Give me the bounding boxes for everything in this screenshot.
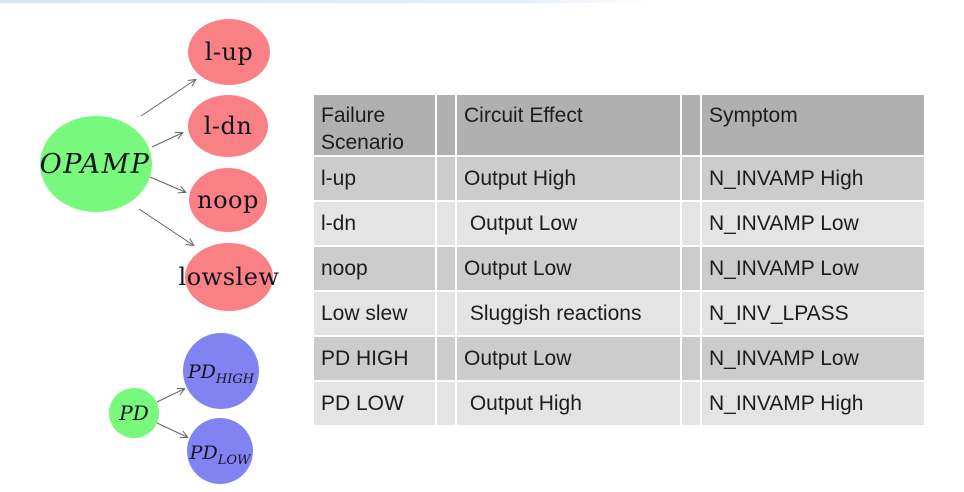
failure-mode-table: Failure Scenario Circuit Effect Symptom … [314,95,924,425]
pdhigh-node [183,333,259,409]
pdlow-label: PDLOW [189,442,252,468]
fault-tree-diagram: OPAMP l-up l-dn noop lowslew PD PDHIGH P… [40,19,280,484]
edge-pd-pdhigh [156,389,184,403]
spacer-cell [437,202,455,245]
spacer-cell [682,337,700,380]
spacer-cell [437,292,455,335]
pdlow-label-main: PD [189,442,218,464]
header-symptom: Symptom [702,95,924,155]
opamp-node [40,116,152,212]
header-spacer-1 [437,95,455,155]
pdhigh-label-main: PD [187,361,216,383]
cell-scenario: noop [314,247,435,290]
cell-effect: Output High [457,382,680,425]
cell-effect: Sluggish reactions [457,292,680,335]
spacer-cell [682,157,700,200]
pdhigh-label: PDHIGH [187,361,255,387]
edge-opamp-lowslew [138,208,193,245]
cell-symptom: N_INVAMP High [702,157,924,200]
spacer-cell [437,337,455,380]
cell-scenario: l-up [314,157,435,200]
cell-scenario: l-dn [314,202,435,245]
spacer-cell [437,157,455,200]
spacer-cell [437,382,455,425]
cell-effect: Output Low [457,202,680,245]
diagram-nodes [40,19,273,484]
ldn-label: l-dn [204,112,253,140]
cell-symptom: N_INVAMP Low [702,202,924,245]
cell-symptom: N_INVAMP Low [702,337,924,380]
edge-opamp-noop [149,176,185,192]
noop-label: noop [197,186,259,214]
cell-symptom: N_INV_LPASS [702,292,924,335]
header-spacer-2 [682,95,700,155]
edge-opamp-lup [140,80,195,117]
cell-symptom: N_INVAMP Low [702,247,924,290]
pd-label: PD [118,401,149,425]
cell-effect: Output Low [457,337,680,380]
spacer-cell [437,247,455,290]
spacer-cell [682,247,700,290]
cell-scenario: Low slew [314,292,435,335]
cell-effect: Output Low [457,247,680,290]
spacer-cell [682,202,700,245]
opamp-label: OPAMP [40,149,151,180]
cell-symptom: N_INVAMP High [702,382,924,425]
cell-scenario: PD HIGH [314,337,435,380]
header-failure-scenario: Failure Scenario [314,95,435,155]
noop-node [189,168,267,232]
pdlow-node [187,418,253,484]
lup-label: l-up [205,38,254,66]
edge-pd-pdlow [156,422,187,437]
lowslew-node [185,243,273,311]
pdhigh-label-sub: HIGH [215,372,255,387]
diagram-labels: OPAMP l-up l-dn noop lowslew PD PDHIGH P… [40,38,280,468]
pd-node [109,388,159,438]
edge-opamp-ldn [151,133,182,148]
spacer-cell [682,382,700,425]
spacer-cell [682,292,700,335]
cell-scenario: PD LOW [314,382,435,425]
cell-effect: Output High [457,157,680,200]
lowslew-label: lowslew [179,263,280,291]
ldn-node [188,95,268,157]
header-circuit-effect: Circuit Effect [457,95,680,155]
slide-top-border [0,0,648,3]
diagram-edges [138,80,195,437]
lup-node [188,19,270,85]
pdlow-label-sub: LOW [217,453,252,468]
